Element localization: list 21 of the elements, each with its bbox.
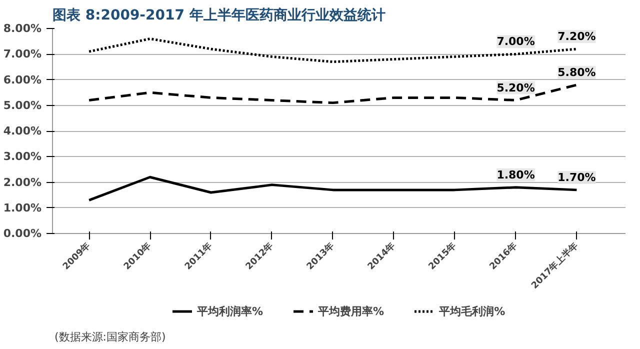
y-tick-label: 6.00% — [3, 73, 42, 86]
line-series — [88, 84, 578, 104]
data-label: 7.00% — [496, 35, 535, 48]
y-tick-label: 5.00% — [3, 98, 42, 112]
data-label: 7.20% — [558, 30, 596, 43]
data-label: 1.80% — [496, 168, 535, 182]
y-tick-label: 4.00% — [3, 124, 42, 138]
legend-label: 平均利润率% — [197, 304, 264, 318]
data-label: 5.80% — [558, 66, 596, 79]
y-tick-label: 7.00% — [3, 48, 42, 61]
data-label: 1.70% — [558, 170, 596, 184]
data-label: 5.20% — [496, 81, 535, 94]
y-tick-label: 8.00% — [3, 22, 42, 35]
text: (数据来源:国家商务部) — [54, 330, 166, 344]
y-tick-label: 1.00% — [3, 201, 42, 214]
chart-title: 图表 8:2009-2017 年上半年医药商业行业效益统计 — [52, 6, 386, 24]
legend-label: 平均费用率% — [318, 304, 384, 318]
y-tick-label: 3.00% — [3, 150, 42, 164]
y-tick-label: 0.00% — [3, 227, 42, 240]
legend-label: 平均毛利润% — [439, 304, 506, 318]
y-tick-label: 2.00% — [3, 176, 42, 189]
